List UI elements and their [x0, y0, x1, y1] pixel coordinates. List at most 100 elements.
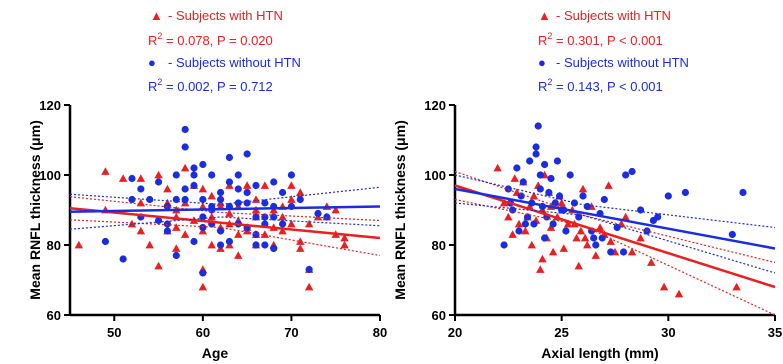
htn-point: [207, 212, 216, 221]
y-tick-label: 100: [39, 168, 61, 183]
non-htn-point: [570, 199, 579, 207]
htn-point: [154, 170, 163, 179]
y-tick-label: 60: [432, 308, 446, 323]
non-htn-point: [566, 171, 574, 179]
htn-ci-upper: [454, 170, 776, 264]
legend-label-nohtn: - Subjects without HTN: [168, 55, 301, 70]
non-htn-ci-lower: [454, 202, 776, 274]
non-htn-point: [739, 188, 747, 197]
non-htn-point: [664, 192, 672, 200]
htn-ci-lower: [454, 198, 776, 316]
y-tick-label: 80: [432, 238, 446, 253]
htn-point: [527, 240, 536, 249]
non-htn-fit-line: [69, 205, 381, 213]
non-htn-point: [225, 153, 234, 162]
non-htn-point: [101, 237, 110, 246]
non-htn-point: [234, 171, 242, 179]
non-htn-point: [199, 269, 207, 277]
htn-point: [572, 233, 581, 242]
htn-point: [340, 233, 349, 242]
non-htn-point: [536, 171, 544, 179]
non-htn-point: [532, 143, 540, 151]
x-tick-label: 25: [554, 325, 568, 340]
stat-prefix: R: [148, 79, 157, 94]
non-htn-point: [619, 248, 628, 256]
non-htn-point: [261, 241, 269, 249]
non-htn-point: [579, 192, 587, 200]
y-tick-label: 60: [47, 308, 61, 323]
non-htn-ci-lower: [69, 216, 381, 230]
htn-point: [127, 219, 137, 228]
x-tick-label: 70: [284, 325, 298, 340]
non-htn-point: [128, 174, 136, 183]
non-htn-point: [243, 199, 251, 207]
htn-ci-upper: [69, 196, 381, 222]
x-tick-label: 35: [768, 325, 782, 340]
htn-point: [251, 195, 261, 203]
htn-point: [659, 282, 669, 291]
y-tick-label: 120: [424, 98, 446, 113]
htn-point: [278, 226, 287, 235]
non-htn-point: [517, 192, 525, 200]
legend-label-htn: - Subjects with HTN: [168, 8, 283, 23]
htn-point: [674, 289, 684, 298]
non-htn-point: [553, 157, 562, 165]
htn-point: [504, 212, 513, 221]
htn-point: [278, 212, 287, 221]
htn-point: [287, 181, 296, 189]
non-htn-point: [137, 185, 145, 193]
htn-point: [576, 226, 586, 235]
htn-point: [260, 230, 270, 238]
htn-point: [198, 202, 208, 210]
htn-point: [580, 233, 590, 242]
htn-point: [242, 181, 252, 189]
chart-panel-age: ▲ - Subjects with HTN R2 = 0.078, P = 0.…: [27, 8, 387, 361]
non-htn-point: [541, 160, 549, 169]
htn-point: [493, 163, 502, 172]
htn-point: [583, 240, 592, 249]
y-tick-label: 80: [47, 238, 61, 253]
htn-point: [595, 223, 605, 231]
non-htn-point: [208, 171, 216, 179]
non-htn-point: [592, 241, 600, 249]
non-htn-point: [243, 188, 251, 197]
non-htn-point: [296, 195, 304, 204]
non-htn-point: [681, 188, 690, 197]
non-htn-point: [628, 167, 636, 176]
non-htn-point: [600, 195, 608, 204]
non-htn-point: [530, 220, 538, 228]
non-htn-point: [199, 160, 207, 169]
x-axis-label: Axial length (mm): [541, 345, 658, 361]
non-htn-point: [261, 199, 269, 207]
non-htn-point: [154, 216, 163, 225]
legend-stat-nohtn: R2 = 0.143, P < 0.001: [538, 77, 663, 94]
htn-point: [172, 244, 181, 252]
htn-fit-line: [454, 184, 776, 289]
htn-point: [234, 251, 243, 259]
non-htn-point: [523, 213, 532, 221]
non-htn-point: [526, 157, 534, 165]
non-htn-point: [637, 206, 645, 214]
non-htn-point: [172, 251, 180, 260]
htn-point: [536, 265, 545, 273]
non-htn-point: [225, 237, 234, 246]
legend-stat-htn: R2 = 0.078, P = 0.020: [148, 31, 273, 48]
htn-point: [287, 219, 296, 228]
htn-point: [136, 198, 146, 207]
legend-stat-htn: R2 = 0.301, P < 0.001: [538, 31, 663, 48]
htn-point: [499, 198, 509, 207]
x-axis-label: Age: [202, 345, 229, 361]
non-htn-fit-line: [454, 187, 776, 250]
non-htn-point: [545, 188, 553, 197]
non-htn-point: [216, 195, 225, 204]
x-tick-label: 30: [661, 325, 675, 340]
htn-point: [136, 226, 146, 235]
htn-point: [163, 184, 172, 193]
non-htn-point: [534, 122, 542, 130]
htn-point: [296, 188, 305, 196]
non-htn-ci-upper: [454, 174, 776, 229]
non-htn-ci-upper: [69, 186, 381, 206]
non-htn-point: [216, 188, 225, 197]
non-htn-point: [270, 178, 278, 186]
